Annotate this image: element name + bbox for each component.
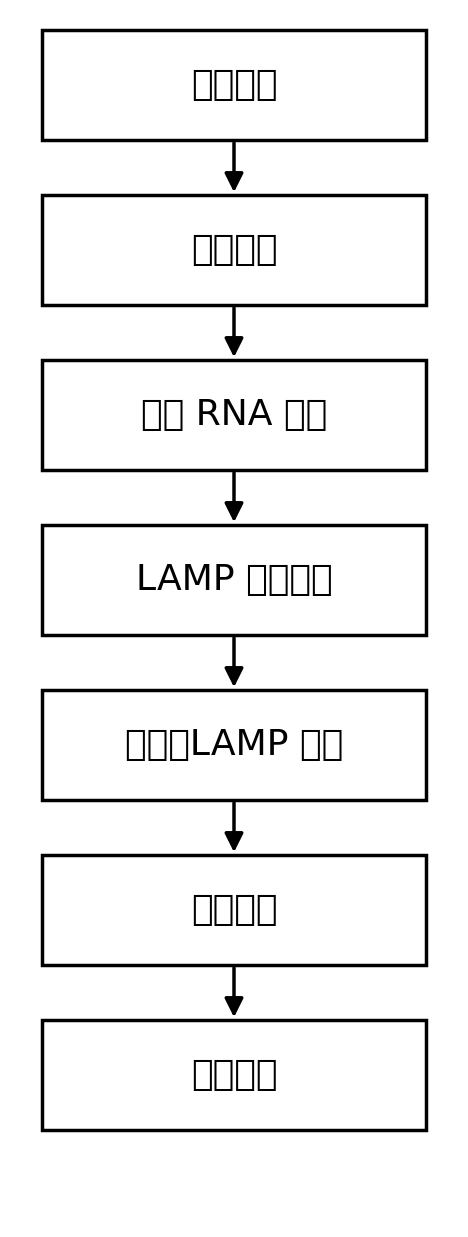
Bar <box>42 524 426 635</box>
Bar <box>42 1021 426 1131</box>
Bar <box>42 855 426 965</box>
Text: LAMP 试剂配制: LAMP 试剂配制 <box>136 563 332 597</box>
Text: 病毒 RNA 提取: 病毒 RNA 提取 <box>141 398 327 432</box>
Bar <box>42 30 426 140</box>
Bar <box>42 360 426 470</box>
Text: 结果检测: 结果检测 <box>191 893 277 927</box>
Bar <box>42 690 426 800</box>
Text: 样本处理: 样本处理 <box>191 233 277 267</box>
Bar <box>42 195 426 306</box>
Text: 加样，LAMP 扩增: 加样，LAMP 扩增 <box>125 729 343 762</box>
Text: 分析判定: 分析判定 <box>191 1058 277 1092</box>
Text: 收取样本: 收取样本 <box>191 68 277 101</box>
